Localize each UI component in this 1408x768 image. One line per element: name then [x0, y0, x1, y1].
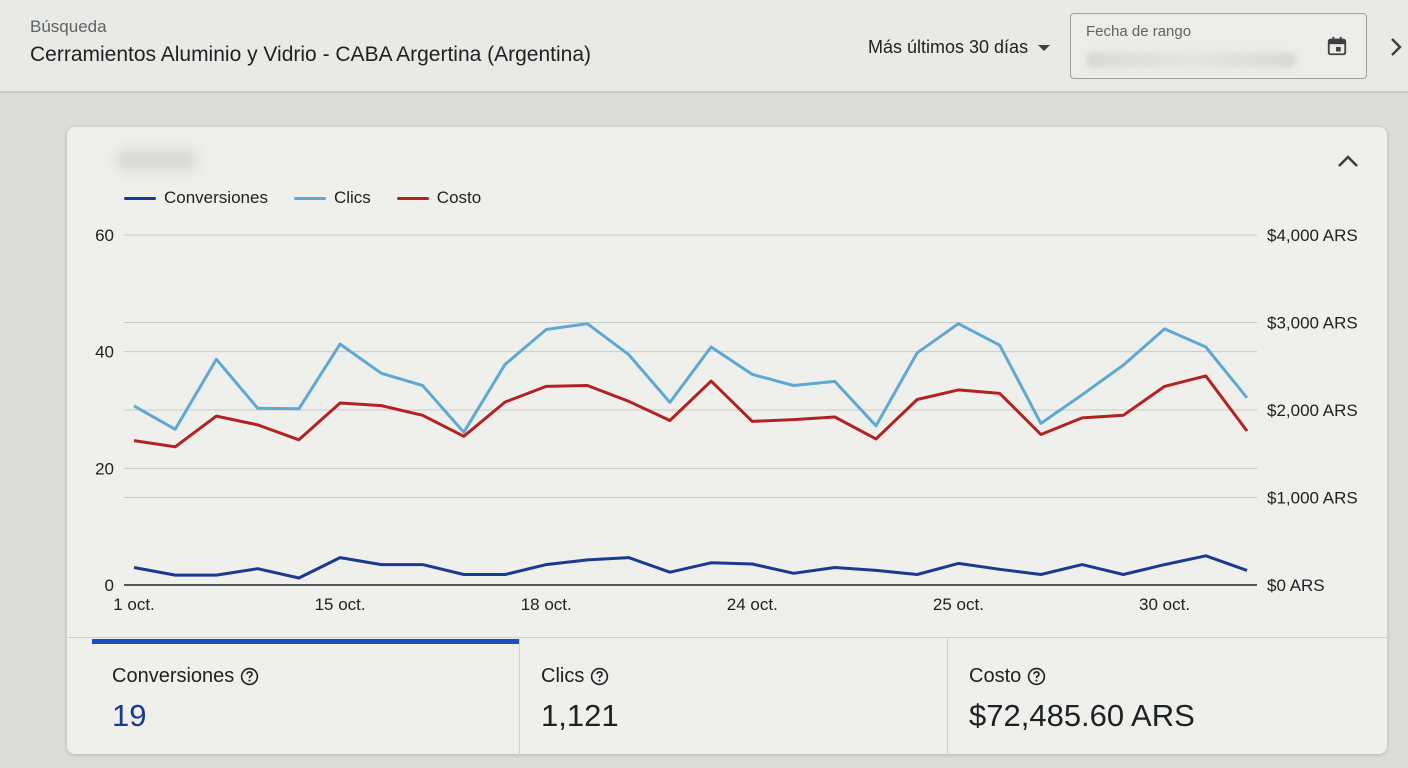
metrics-row: Conversiones 19 Clics 1,121: [67, 637, 1387, 755]
legend-swatch: [396, 196, 429, 200]
metric-value: 19: [112, 698, 147, 733]
x-tick-label: 1 oct.: [113, 595, 155, 614]
legend-swatch: [124, 196, 156, 200]
series-line-clics: [133, 322, 1249, 434]
legend-label: Clics: [333, 188, 371, 207]
legend-item-costo[interactable]: Costo: [396, 188, 482, 208]
date-range-field[interactable]: Fecha de rango: [1070, 13, 1367, 79]
y-left-tick-label: 40: [95, 343, 114, 362]
card-title: [117, 149, 197, 171]
legend-item-clics[interactable]: Clics: [293, 188, 371, 208]
legend-swatch: [293, 196, 326, 200]
search-label: Búsqueda: [30, 17, 107, 36]
metric-conversiones[interactable]: Conversiones 19: [67, 638, 495, 755]
calendar-icon[interactable]: [1326, 35, 1348, 57]
x-tick-label: 24 oct.: [727, 595, 778, 614]
help-icon[interactable]: [590, 667, 609, 686]
metric-label-text: Clics: [541, 665, 585, 687]
date-range-field-value: [1086, 52, 1296, 68]
y-left-tick-label: 20: [95, 459, 114, 478]
y-right-tick-label: $3,000 ARS: [1267, 314, 1358, 333]
legend-label: Costo: [436, 188, 482, 207]
line-chart: $0 ARS $1,000 ARS $2,000 ARS $3,000 ARS $4,0…: [95, 226, 1358, 614]
series-line-conversiones: [133, 554, 1248, 580]
search-title: Cerramientos Aluminio y Vidrio - CABA Ar…: [30, 43, 592, 66]
metric-label-text: Conversiones: [112, 665, 235, 687]
chevron-right-icon[interactable]: [1388, 36, 1404, 58]
chart-legend: Conversiones Clics Costo: [124, 188, 481, 208]
x-tick-label: 25 oct.: [933, 595, 984, 614]
chevron-up-icon[interactable]: [1335, 151, 1361, 171]
metric-value: $72,485.60 ARS: [969, 698, 1195, 733]
y-left-tick-label: 60: [95, 226, 114, 245]
date-range-field-label: Fecha de rango: [1086, 23, 1192, 40]
x-tick-label: 15 oct.: [315, 595, 366, 614]
series-line-costo: [133, 374, 1249, 449]
legend-label: Conversiones: [164, 188, 268, 207]
top-bar: Búsqueda Cerramientos Aluminio y Vidrio …: [0, 0, 1408, 93]
metric-label-text: Costo: [969, 665, 1022, 687]
metric-label: Costo: [969, 665, 1046, 688]
x-tick-label: 30 oct.: [1139, 595, 1190, 614]
y-right-tick-label: $2,000 ARS: [1267, 401, 1358, 420]
metric-clics[interactable]: Clics 1,121: [519, 638, 947, 755]
performance-card: Conversiones Clics Costo $0 ARS $1,000 AR…: [67, 127, 1387, 755]
y-right-tick-label: $1,000 ARS: [1267, 489, 1358, 508]
metric-label: Clics: [541, 665, 609, 688]
help-icon[interactable]: [240, 667, 259, 686]
y-right-tick-label: $4,000 ARS: [1267, 226, 1358, 245]
caret-down-icon: [1038, 44, 1051, 51]
metric-value: 1,121: [541, 698, 619, 733]
metric-label: Conversiones: [112, 665, 259, 688]
help-icon[interactable]: [1027, 667, 1046, 686]
x-tick-label: 18 oct.: [521, 595, 572, 614]
date-range-dropdown-label: Más últimos 30 días: [868, 37, 1029, 57]
y-left-tick-label: 0: [105, 576, 114, 595]
y-right-tick-label: $0 ARS: [1267, 576, 1325, 595]
date-range-dropdown[interactable]: Más últimos 30 días: [868, 37, 1051, 58]
legend-item-conversiones[interactable]: Conversiones: [124, 188, 268, 208]
active-metric-indicator: [92, 639, 519, 644]
metric-costo[interactable]: Costo $72,485.60 ARS: [947, 638, 1375, 755]
